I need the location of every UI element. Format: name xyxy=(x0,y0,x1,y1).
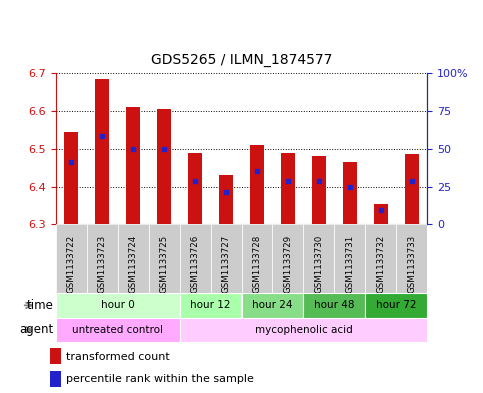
Bar xyxy=(56,318,180,342)
Bar xyxy=(56,293,180,318)
Bar xyxy=(250,145,264,224)
Bar xyxy=(366,293,427,318)
Text: agent: agent xyxy=(19,323,53,336)
Text: transformed count: transformed count xyxy=(66,351,170,362)
Text: mycophenolic acid: mycophenolic acid xyxy=(255,325,353,335)
Bar xyxy=(374,204,388,224)
Text: GSM1133722: GSM1133722 xyxy=(67,235,75,293)
FancyBboxPatch shape xyxy=(272,224,303,293)
Text: time: time xyxy=(26,299,53,312)
Text: GSM1133724: GSM1133724 xyxy=(128,235,138,293)
Text: GSM1133733: GSM1133733 xyxy=(408,235,416,293)
Bar xyxy=(219,175,233,224)
Bar xyxy=(303,293,366,318)
Text: GSM1133729: GSM1133729 xyxy=(284,235,293,293)
Text: hour 12: hour 12 xyxy=(190,300,231,310)
Bar xyxy=(405,154,419,224)
Bar xyxy=(64,132,78,224)
FancyBboxPatch shape xyxy=(397,224,427,293)
Text: GSM1133727: GSM1133727 xyxy=(222,235,230,293)
Bar xyxy=(312,156,326,224)
Text: GSM1133730: GSM1133730 xyxy=(314,235,324,293)
FancyBboxPatch shape xyxy=(56,224,86,293)
Bar xyxy=(188,152,202,224)
Text: GSM1133723: GSM1133723 xyxy=(98,235,107,293)
Text: hour 48: hour 48 xyxy=(314,300,355,310)
FancyBboxPatch shape xyxy=(303,224,334,293)
Bar xyxy=(157,109,171,224)
FancyBboxPatch shape xyxy=(117,224,149,293)
FancyBboxPatch shape xyxy=(334,224,366,293)
FancyBboxPatch shape xyxy=(366,224,397,293)
Text: GSM1133726: GSM1133726 xyxy=(190,235,199,293)
FancyBboxPatch shape xyxy=(149,224,180,293)
Bar xyxy=(242,293,303,318)
Bar xyxy=(95,79,109,224)
Bar xyxy=(126,107,140,224)
Text: hour 24: hour 24 xyxy=(252,300,293,310)
Text: GDS5265 / ILMN_1874577: GDS5265 / ILMN_1874577 xyxy=(151,53,332,67)
Text: hour 72: hour 72 xyxy=(376,300,417,310)
Bar xyxy=(180,293,242,318)
FancyBboxPatch shape xyxy=(180,224,211,293)
Text: percentile rank within the sample: percentile rank within the sample xyxy=(66,374,254,384)
Bar xyxy=(343,162,357,224)
FancyBboxPatch shape xyxy=(242,224,272,293)
FancyBboxPatch shape xyxy=(86,224,117,293)
Text: hour 0: hour 0 xyxy=(100,300,134,310)
Bar xyxy=(50,348,61,364)
Bar xyxy=(50,371,61,387)
Bar xyxy=(180,318,427,342)
Text: GSM1133725: GSM1133725 xyxy=(159,235,169,293)
Text: GSM1133732: GSM1133732 xyxy=(376,235,385,293)
Text: GSM1133728: GSM1133728 xyxy=(253,235,261,293)
Text: untreated control: untreated control xyxy=(72,325,163,335)
Bar xyxy=(281,152,295,224)
FancyBboxPatch shape xyxy=(211,224,242,293)
Text: GSM1133731: GSM1133731 xyxy=(345,235,355,293)
